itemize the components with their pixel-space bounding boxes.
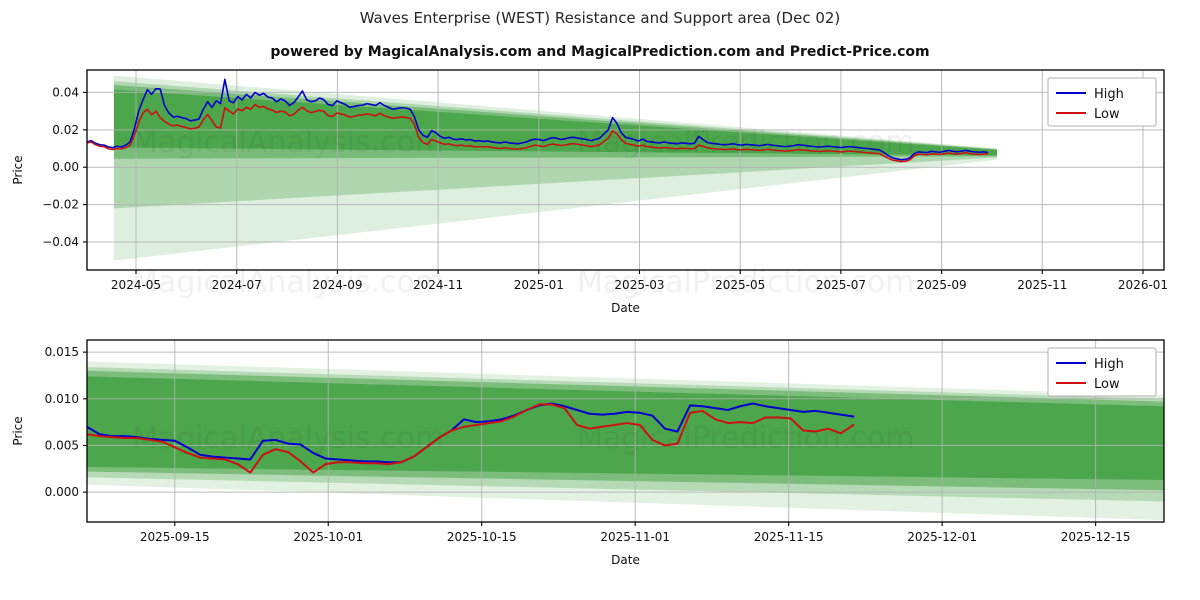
legend-item-high-label: High xyxy=(1094,357,1124,372)
band-core-dark xyxy=(113,89,998,156)
page-title: Waves Enterprise (WEST) Resistance and S… xyxy=(359,9,841,27)
x-tick-label: 2025-11-01 xyxy=(600,530,670,544)
y-tick-label: 0.04 xyxy=(52,85,79,99)
y-tick-label: 0.005 xyxy=(45,438,79,452)
legend[interactable]: High Low xyxy=(1047,77,1157,127)
y-axis-title: Price xyxy=(11,155,25,184)
watermark-analysis-axis: MagicalAnalysis.com xyxy=(132,265,444,300)
plot-frame xyxy=(86,69,1165,271)
page-subtitle: powered by MagicalAnalysis.com and Magic… xyxy=(270,44,930,60)
x-tick-label: 2024-05 xyxy=(111,278,161,292)
panel-upper-panel: MagicalAnalysis.com MagicalPrediction.com… xyxy=(11,69,1168,315)
plot-frame xyxy=(86,339,1165,523)
series-line-high xyxy=(87,78,989,161)
y-tick-label: 0.015 xyxy=(45,345,79,359)
x-axis-title: Date xyxy=(611,553,640,567)
panel-lower-panel: MagicalAnalysis.com MagicalPrediction.com… xyxy=(11,339,1165,567)
x-tick-label: 2025-09 xyxy=(917,278,967,292)
x-tick-label: 2025-12-01 xyxy=(907,530,977,544)
plot-content: MagicalAnalysis.com MagicalPrediction.com xyxy=(87,70,1164,270)
x-tick-label: 2025-07 xyxy=(816,278,866,292)
series-line-high xyxy=(87,402,855,464)
x-tick-label: 2025-12-15 xyxy=(1061,530,1131,544)
y-tick-label: −0.04 xyxy=(42,235,79,249)
x-tick-label: 2025-05 xyxy=(715,278,765,292)
x-tick-label: 2025-10-15 xyxy=(447,530,517,544)
series-line-low xyxy=(87,403,855,474)
watermark-prediction: MagicalPrediction.com xyxy=(577,125,915,160)
x-tick-label: 2024-11 xyxy=(413,278,463,292)
band-core-dark xyxy=(87,376,1164,480)
watermark-analysis: MagicalAnalysis.com xyxy=(132,421,444,456)
x-tick-label: 2024-07 xyxy=(212,278,262,292)
watermark-prediction-axis: MagicalPrediction.com xyxy=(577,265,915,300)
y-tick-label: 0.00 xyxy=(52,160,79,174)
legend-item-high-label: High xyxy=(1094,87,1124,102)
plot-content: MagicalAnalysis.com MagicalPrediction.com xyxy=(87,340,1164,522)
y-axis-title: Price xyxy=(11,416,25,445)
watermark-analysis: MagicalAnalysis.com xyxy=(132,125,444,160)
x-tick-label: 2025-11 xyxy=(1017,278,1067,292)
x-tick-label: 2025-01 xyxy=(514,278,564,292)
x-tick-label: 2025-11-15 xyxy=(754,530,824,544)
x-tick-label: 2025-03 xyxy=(614,278,664,292)
y-tick-label: 0.02 xyxy=(52,123,79,137)
series-line-low xyxy=(87,103,989,163)
x-tick-label: 2025-09-15 xyxy=(140,530,210,544)
x-tick-label: 2024-09 xyxy=(312,278,362,292)
legend-item-low-label: Low xyxy=(1094,377,1120,392)
x-tick-label: 2026-01 xyxy=(1118,278,1168,292)
y-tick-label: 0.000 xyxy=(45,485,79,499)
x-axis-title: Date xyxy=(611,301,640,315)
legend[interactable]: High Low xyxy=(1047,347,1157,397)
x-tick-label: 2025-10-01 xyxy=(293,530,363,544)
legend-item-low-label: Low xyxy=(1094,107,1120,122)
y-tick-label: −0.02 xyxy=(42,198,79,212)
y-tick-label: 0.010 xyxy=(45,392,79,406)
watermark-prediction: MagicalPrediction.com xyxy=(577,421,915,456)
